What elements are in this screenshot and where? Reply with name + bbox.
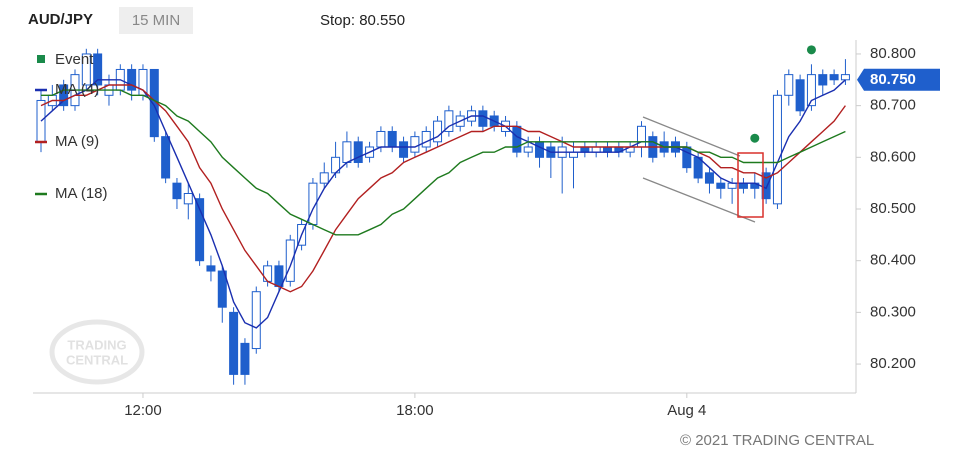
channel-line [642, 116, 741, 157]
candle-body [93, 53, 103, 86]
ma-line [40, 84, 846, 293]
candle-body [206, 265, 216, 272]
y-tick-label: 80.800 [870, 45, 916, 62]
event-dot [806, 45, 816, 55]
y-tick-label: 80.200 [870, 355, 916, 372]
candle-body [591, 146, 601, 153]
candle-body [806, 74, 816, 107]
y-tick-label: 80.400 [870, 252, 916, 269]
candle-body [251, 291, 261, 350]
watermark-text: CENTRAL [66, 352, 128, 367]
ma-line [40, 79, 846, 329]
ma-line [41, 89, 846, 236]
candle-body [433, 120, 443, 143]
candle-body [285, 239, 295, 282]
symbol: AUD/JPY [28, 11, 93, 28]
copyright: © 2021 TRADING CENTRAL [680, 432, 874, 449]
y-tick-label: 80.300 [870, 303, 916, 320]
stop-label: Stop: 80.550 [320, 12, 405, 29]
y-tick-label: 80.700 [870, 97, 916, 114]
candle-body [727, 182, 737, 189]
event-dot [750, 133, 760, 143]
candle-body [444, 110, 454, 132]
candle-body [183, 193, 193, 205]
candle-body [161, 136, 171, 179]
candle-body [240, 342, 250, 375]
interval-box [119, 7, 193, 34]
interval: 15 MIN [132, 12, 180, 29]
candle-body [195, 198, 205, 262]
candle-body [229, 311, 239, 375]
candle-body [840, 74, 850, 81]
candle-body [387, 130, 397, 148]
candle-body [829, 74, 839, 81]
legend-label: MA (18) [55, 185, 108, 202]
watermark-text: TRADING [67, 337, 126, 352]
candle-body [421, 130, 431, 148]
candle-body [263, 265, 273, 282]
last-price-marker [857, 68, 940, 91]
highlight-box [737, 152, 764, 218]
candle-body [772, 94, 782, 205]
legend: Event MA (4) MA (9) MA (18) [35, 51, 108, 202]
candle-body [603, 146, 612, 153]
candle-body [580, 146, 590, 153]
y-tick-label: 80.600 [870, 148, 916, 165]
x-tick-label: 18:00 [396, 402, 434, 419]
candle-body [478, 110, 488, 127]
legend-label: MA (9) [55, 133, 99, 150]
candle-body [217, 270, 227, 308]
legend-label: Event [55, 51, 94, 68]
candle-body [127, 68, 137, 91]
x-tick-label: 12:00 [124, 402, 162, 419]
candle-body [784, 74, 794, 96]
candle-body [535, 141, 545, 158]
legend-swatch [37, 55, 45, 63]
candle-body [795, 79, 805, 112]
candle-body [376, 130, 386, 148]
candle-body [172, 182, 182, 200]
candle-body [319, 172, 329, 184]
candle-body [399, 141, 409, 158]
candle-body [682, 146, 692, 169]
candle-body [59, 84, 69, 107]
candle-body [274, 265, 284, 288]
channel-line [642, 177, 756, 223]
candle-body [36, 99, 46, 143]
candle-body [704, 172, 714, 184]
candle-body [410, 136, 420, 153]
candle-body [138, 68, 148, 96]
pattern [642, 116, 764, 223]
watermark: TRADING CENTRAL [49, 319, 145, 385]
y-tick-label: 80.500 [870, 200, 916, 217]
candle-body [353, 141, 363, 163]
x-tick-label: Aug 4 [667, 402, 706, 419]
candle-body [512, 125, 522, 153]
candle-body [738, 182, 748, 189]
legend-label: MA (4) [55, 81, 99, 98]
candle-body [81, 53, 91, 86]
watermark-ring [49, 319, 145, 385]
candle-body [818, 74, 828, 86]
candle-body [716, 182, 726, 189]
plot [36, 45, 861, 398]
candle-body [636, 125, 646, 148]
candle-body [342, 141, 352, 163]
candle-body [569, 151, 579, 158]
last-price-label: 80.750 [870, 71, 916, 88]
candle-body [523, 146, 533, 153]
